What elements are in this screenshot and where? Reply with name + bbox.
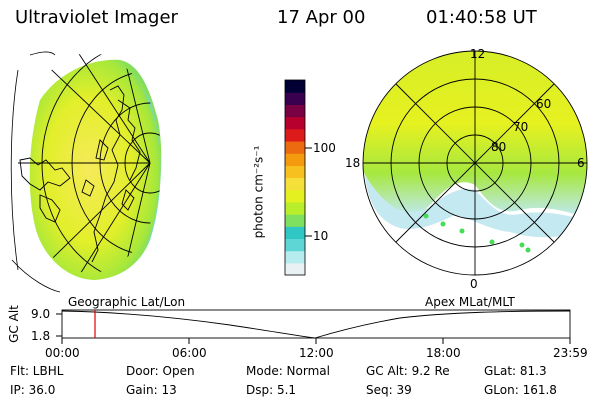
instrument-title: Ultraviolet Imager [15, 7, 178, 28]
timeline-ylabel: GC Alt [6, 305, 21, 343]
timeline-xtick-2359: 23:59 [553, 346, 588, 360]
mlat-60-label: 60 [536, 97, 552, 111]
timeline-ytick-9: 9.0 [31, 307, 51, 321]
colorbar-swatch [285, 140, 305, 154]
colorbar-label-100: 100 [313, 141, 336, 155]
gc-altitude: GC Alt: 9.2 Re [366, 364, 450, 378]
geographic-latitude: GLat: 81.3 [484, 364, 547, 378]
colorbar-unit-label: photon cm⁻²s⁻¹ [251, 145, 266, 239]
mlt-0-label: 0 [470, 277, 478, 291]
colorbar [284, 79, 312, 276]
timeline-xtick-1800: 18:00 [426, 346, 461, 360]
geographic-panel-label: Geographic Lat/Lon [68, 295, 186, 309]
coastlines [19, 85, 141, 263]
gain-value: Gain: 13 [126, 383, 177, 397]
colorbar-swatch [285, 116, 305, 130]
colorbar-swatch [285, 92, 305, 105]
image-date: 17 Apr 00 [277, 7, 366, 28]
mode-value: Mode: Normal [246, 364, 330, 378]
colorbar-swatch [285, 201, 305, 215]
filter-value: Flt: LBHL [10, 364, 64, 378]
image-time: 01:40:58 UT [426, 7, 537, 28]
timeline-frame [61, 309, 571, 339]
ip-value: IP: 36.0 [10, 383, 56, 397]
sequence-value: Seq: 39 [366, 383, 412, 397]
apex-panel-label: Apex MLat/MLT [425, 295, 515, 309]
orbit-altitude-curve [61, 310, 571, 339]
timeline [56, 309, 571, 344]
colorbar-swatch [285, 104, 305, 118]
colorbar-swatch [285, 165, 305, 179]
colorbar-scale [285, 80, 305, 276]
polar-grid [362, 50, 588, 276]
colorbar-swatch [285, 250, 305, 264]
geographic-longitude: GLon: 161.8 [484, 383, 557, 397]
colorbar-swatch [285, 177, 305, 191]
graticule [18, 53, 162, 273]
colorbar-label-10: 10 [313, 229, 329, 243]
mlat-70-label: 70 [513, 120, 529, 134]
colorbar-swatch [285, 226, 305, 240]
timeline-xtick-1200: 12:00 [299, 346, 334, 360]
earth-outline [10, 51, 61, 293]
geographic-image [10, 51, 162, 293]
colorbar-swatch [285, 189, 305, 203]
mlt-18-label: 18 [345, 156, 361, 170]
colorbar-swatch [285, 262, 305, 276]
dsp-value: Dsp: 5.1 [246, 383, 297, 397]
colorbar-swatch [285, 214, 305, 227]
colorbar-frame [284, 79, 306, 276]
mlat-80-label: 80 [491, 140, 507, 154]
polar-image [362, 50, 588, 276]
mlt-6-label: 6 [577, 156, 585, 170]
timeline-xticks [61, 338, 571, 344]
colorbar-swatch [285, 80, 305, 93]
door-status: Door: Open [126, 364, 195, 378]
auroral-fringe [365, 175, 578, 238]
timeline-ytick-1.8: 1.8 [31, 329, 51, 343]
timeline-xtick-0000: 00:00 [45, 346, 80, 360]
dayglow-dots [423, 213, 531, 253]
timeline-xtick-0600: 06:00 [172, 346, 207, 360]
colorbar-swatch [285, 238, 305, 252]
colorbar-swatch [285, 153, 305, 166]
mlt-12-label: 12 [470, 47, 486, 61]
colorbar-swatch [285, 128, 305, 142]
geographic-emission [29, 59, 162, 280]
